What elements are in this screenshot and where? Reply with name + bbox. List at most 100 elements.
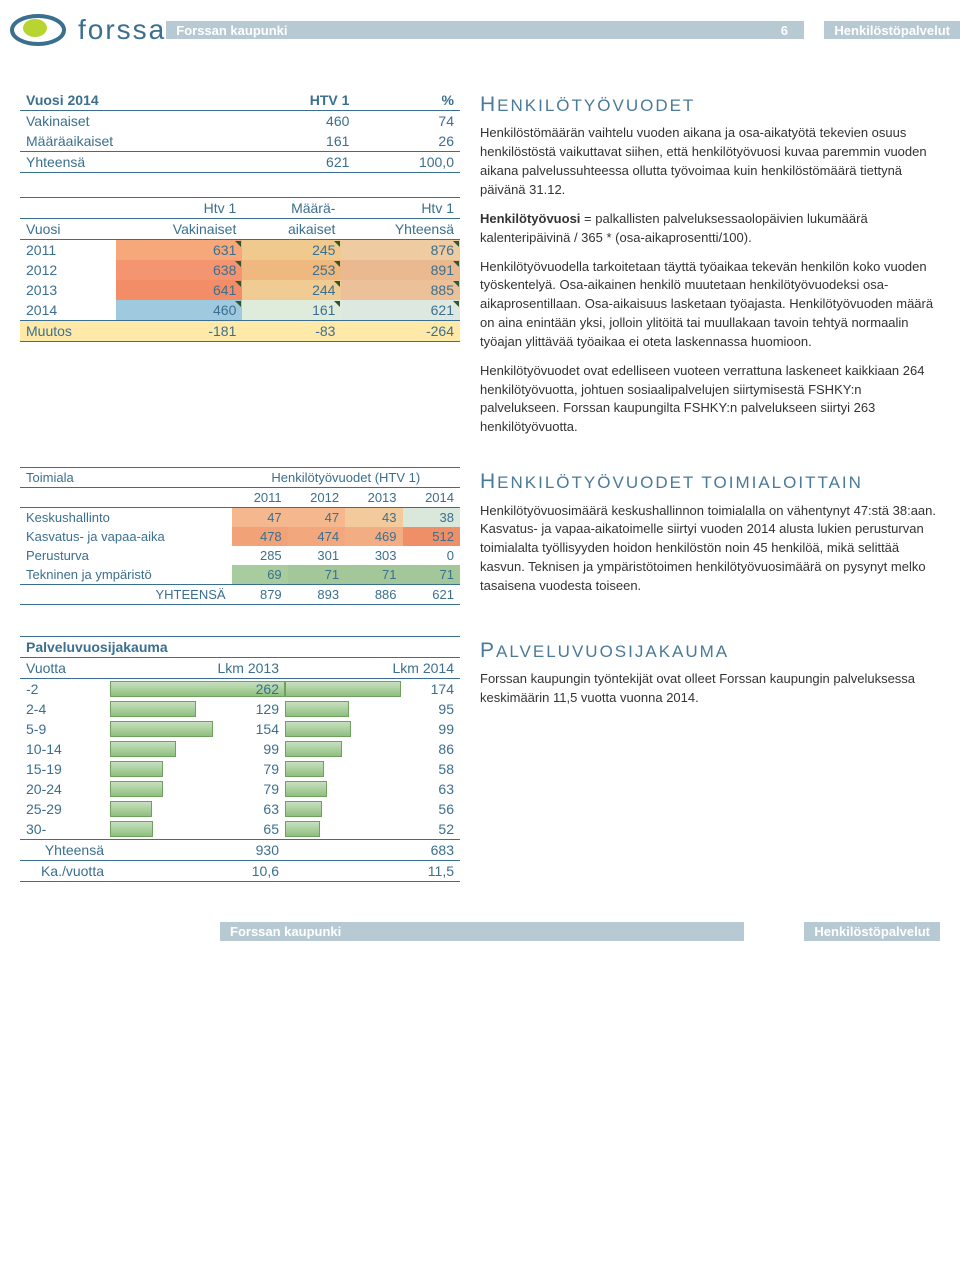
td: -2 (20, 678, 110, 699)
td: 5-9 (20, 719, 110, 739)
td: 161 (242, 300, 341, 321)
td: -264 (341, 321, 460, 342)
bar-cell: 79 (110, 779, 285, 799)
td: 879 (232, 585, 288, 605)
td: 71 (345, 565, 402, 585)
bar-cell: 65 (110, 819, 285, 840)
td: 641 (116, 280, 242, 300)
td: 930 (110, 839, 285, 860)
bar-cell: 95 (285, 699, 460, 719)
th: 2013 (345, 488, 402, 508)
th: Lkm 2013 (110, 657, 285, 678)
header-org: Forssan kaupunki (166, 21, 764, 39)
td: 71 (288, 565, 345, 585)
table-htv-by-year: Htv 1 Määrä- Htv 1 Vuosi Vakinaiset aika… (20, 197, 460, 342)
th: Vakinaiset (116, 219, 242, 240)
paragraph: Forssan kaupungin työntekijät ovat ollee… (480, 670, 940, 708)
td: 38 (403, 508, 460, 528)
logo-icon (10, 10, 70, 50)
bar-cell: 174 (285, 678, 460, 699)
page-header: forssa Forssan kaupunki 6 Henkilöstöpalv… (0, 0, 960, 60)
td: YHTEENSÄ (20, 585, 232, 605)
td: 15-19 (20, 759, 110, 779)
td: 253 (242, 260, 341, 280)
td: 10-14 (20, 739, 110, 759)
td: 285 (232, 546, 288, 565)
table-htv-summary: Vuosi 2014 HTV 1 % Vakinaiset46074Määräa… (20, 90, 460, 173)
th: Vuosi (20, 219, 116, 240)
footer-org: Forssan kaupunki (220, 922, 744, 941)
td: Vakinaiset (20, 111, 240, 132)
th: Henkilötyövuodet (HTV 1) (232, 468, 460, 488)
td: Yhteensä (20, 152, 240, 173)
td: 460 (116, 300, 242, 321)
td: 631 (116, 240, 242, 261)
td: 47 (232, 508, 288, 528)
header-dept: Henkilöstöpalvelut (824, 21, 960, 39)
td: 886 (345, 585, 402, 605)
td: 74 (355, 111, 460, 132)
td: 621 (403, 585, 460, 605)
header-page-number: 6 (764, 21, 804, 39)
bar-cell: 52 (285, 819, 460, 840)
td: Kasvatus- ja vapaa-aika (20, 527, 232, 546)
td: 20-24 (20, 779, 110, 799)
th: 2014 (403, 488, 460, 508)
td: 621 (341, 300, 460, 321)
bar-cell: 129 (110, 699, 285, 719)
td: Keskushallinto (20, 508, 232, 528)
td: 301 (288, 546, 345, 565)
table-palveluvuosi: Palveluvuosijakauma Vuotta Lkm 2013 Lkm … (20, 636, 460, 882)
bar-cell: 63 (285, 779, 460, 799)
td: Yhteensä (20, 839, 110, 860)
td: 478 (232, 527, 288, 546)
td: 469 (345, 527, 402, 546)
td: Määräaikaiset (20, 131, 240, 152)
td: 460 (240, 111, 355, 132)
th (20, 198, 116, 219)
th: Yhteensä (341, 219, 460, 240)
page-footer: Forssan kaupunki Henkilöstöpalvelut (20, 922, 940, 941)
td: 893 (288, 585, 345, 605)
td: 621 (240, 152, 355, 173)
td: 100,0 (355, 152, 460, 173)
paragraph: Henkilötyövuodella tarkoitetaan täyttä t… (480, 258, 940, 352)
td: Perusturva (20, 546, 232, 565)
td: -181 (116, 321, 242, 342)
td: -83 (242, 321, 341, 342)
td: 638 (116, 260, 242, 280)
td: 0 (403, 546, 460, 565)
th: aikaiset (242, 219, 341, 240)
paragraph: Henkilötyövuosimäärä keskushallinnon toi… (480, 502, 940, 596)
td: 891 (341, 260, 460, 280)
th: Vuotta (20, 657, 110, 678)
logo-text: forssa (78, 14, 166, 46)
bar-cell: 262 (110, 678, 285, 699)
th: Htv 1 (341, 198, 460, 219)
td: 512 (403, 527, 460, 546)
td: Tekninen ja ympäristö (20, 565, 232, 585)
th: Lkm 2014 (285, 657, 460, 678)
logo: forssa (0, 10, 166, 50)
bar-cell: 56 (285, 799, 460, 819)
paragraph: Henkilötyövuodet ovat edelliseen vuoteen… (480, 362, 940, 437)
th: % (355, 90, 460, 111)
td: 11,5 (285, 860, 460, 881)
th: Htv 1 (116, 198, 242, 219)
td: Muutos (20, 321, 116, 342)
bar-cell: 86 (285, 739, 460, 759)
section-heading: HENKILÖTYÖVUODET (480, 90, 940, 120)
table-htv-toimiala: Toimiala Henkilötyövuodet (HTV 1) 2011 2… (20, 467, 460, 605)
td: 26 (355, 131, 460, 152)
td: 43 (345, 508, 402, 528)
table-title: Palveluvuosijakauma (20, 636, 460, 657)
th: Toimiala (20, 468, 232, 488)
section-heading: HENKILÖTYÖVUODET TOIMIALOITTAIN (480, 467, 940, 497)
td: 683 (285, 839, 460, 860)
td: 47 (288, 508, 345, 528)
td: 2013 (20, 280, 116, 300)
bar-cell: 58 (285, 759, 460, 779)
bar-cell: 79 (110, 759, 285, 779)
td: 10,6 (110, 860, 285, 881)
th: 2011 (232, 488, 288, 508)
